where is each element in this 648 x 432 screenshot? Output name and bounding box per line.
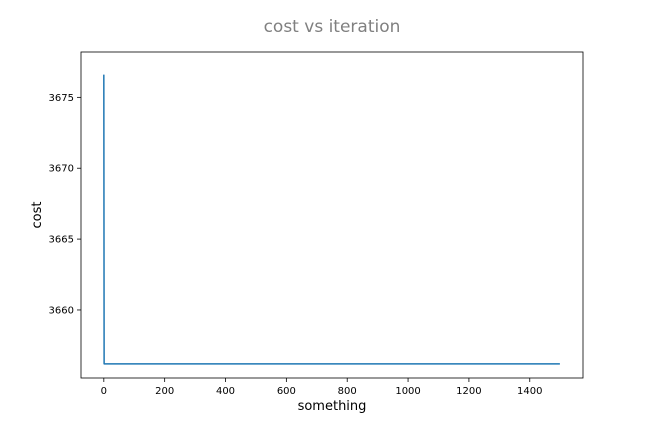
y-tick-label: 3660	[49, 305, 74, 316]
x-axis-label: something	[298, 399, 367, 414]
chart-title: cost vs iteration	[264, 17, 401, 37]
axes-frame	[80, 51, 584, 379]
y-axis: 3660 3665 3670 3675	[49, 93, 81, 316]
x-tick-label: 0	[101, 386, 107, 397]
x-tick-label: 1400	[517, 386, 542, 397]
x-tick-label: 400	[216, 386, 235, 397]
x-tick-label: 600	[277, 386, 296, 397]
y-tick-label: 3675	[49, 93, 74, 104]
cost-series-line	[103, 74, 560, 365]
y-axis-label: cost	[30, 202, 45, 229]
y-tick-label: 3670	[49, 164, 74, 175]
x-axis: 0 200 400 600 800 1000 1200 1400	[101, 378, 542, 397]
y-tick-label: 3665	[49, 235, 74, 246]
x-tick-label: 200	[155, 386, 174, 397]
plot-area	[103, 74, 560, 365]
x-tick-label: 1000	[395, 386, 420, 397]
x-tick-label: 800	[338, 386, 357, 397]
x-tick-label: 1200	[456, 386, 481, 397]
